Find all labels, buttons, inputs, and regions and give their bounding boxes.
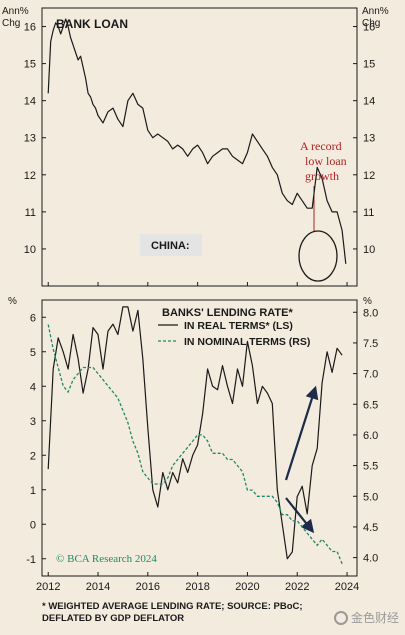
bottom-left-ytick-label: 6 xyxy=(30,312,36,324)
bottom-left-ytick-label: 0 xyxy=(30,519,36,531)
top-left-ytick-label: 16 xyxy=(24,22,36,34)
bottom-left-ytick-label: 5 xyxy=(30,347,36,359)
footnote-line2: DEFLATED BY GDP DEFLATOR xyxy=(42,613,185,624)
top-left-unit-line1: Ann% xyxy=(2,6,29,17)
bottom-right-ytick-label: 6.0 xyxy=(363,430,378,442)
top-left-ytick-label: 10 xyxy=(24,244,36,256)
real-terms-series-line xyxy=(47,306,343,560)
xtick-label: 2014 xyxy=(86,581,110,593)
rising-arrow xyxy=(284,385,319,481)
footnote: * WEIGHTED AVERAGE LENDING RATE; SOURCE:… xyxy=(42,601,342,625)
legend-real-label: IN REAL TERMS* (LS) xyxy=(184,320,293,332)
bottom-left-ytick-label: 2 xyxy=(30,450,36,462)
nominal-terms-series-line xyxy=(47,324,343,564)
xtick-label: 2020 xyxy=(235,581,259,593)
top-left-unit-line2: Chg xyxy=(2,18,20,29)
top-right-ytick-label: 13 xyxy=(363,133,375,145)
bottom-panel-frame xyxy=(41,299,358,577)
top-right-ytick-label: 10 xyxy=(363,244,375,256)
xtick-label: 2018 xyxy=(185,581,209,593)
top-left-ytick-label: 15 xyxy=(24,59,36,71)
top-right-ytick-label: 15 xyxy=(363,59,375,71)
watermark: 金色财经 xyxy=(333,609,399,626)
top-left-ytick-label: 12 xyxy=(24,170,36,182)
bottom-right-ytick-label: 7.5 xyxy=(363,338,378,350)
bottom-right-ytick-label: 6.5 xyxy=(363,399,378,411)
record-note-line3: growth xyxy=(305,169,339,183)
china-label: CHINA: xyxy=(151,240,190,252)
footnote-line1: * WEIGHTED AVERAGE LENDING RATE; SOURCE:… xyxy=(42,601,303,612)
top-right-ytick-label: 12 xyxy=(363,170,375,182)
record-note-line2: low loan xyxy=(305,154,347,168)
bottom-chart-title: BANKS' LENDING RATE* xyxy=(162,307,293,319)
top-left-ytick-label: 14 xyxy=(24,96,36,108)
top-chart-title: BANK LOAN xyxy=(56,17,128,31)
bottom-right-ytick-label: 5.5 xyxy=(363,461,378,473)
xtick-label: 2012 xyxy=(36,581,60,593)
bottom-right-ytick-label: 7.0 xyxy=(363,369,378,381)
bottom-right-unit: % xyxy=(363,296,372,307)
bottom-left-ytick-label: 1 xyxy=(30,485,36,497)
bottom-right-ytick-label: 4.0 xyxy=(363,553,378,565)
xtick-label: 2024 xyxy=(335,581,359,593)
top-right-ytick-label: 16 xyxy=(363,22,375,34)
source-credit: © BCA Research 2024 xyxy=(56,553,157,565)
bottom-left-unit: % xyxy=(8,296,17,307)
xtick-label: 2016 xyxy=(136,581,160,593)
record-low-highlight-circle xyxy=(298,230,338,282)
watermark-logo-icon xyxy=(333,610,348,625)
falling-arrow xyxy=(285,497,315,534)
bank-loan-series-line xyxy=(47,18,347,264)
bottom-left-ytick-label: -1 xyxy=(26,554,36,566)
bottom-left-ytick-label: 3 xyxy=(30,416,36,428)
xtick-label: 2022 xyxy=(285,581,309,593)
top-right-ytick-label: 14 xyxy=(363,96,375,108)
top-right-unit-line2: Chg xyxy=(362,18,380,29)
watermark-text: 金色财经 xyxy=(350,611,399,625)
bottom-right-ytick-label: 5.0 xyxy=(363,491,378,503)
top-right-ytick-label: 11 xyxy=(363,207,374,219)
top-panel-frame xyxy=(41,7,358,287)
top-left-ytick-label: 13 xyxy=(24,133,36,145)
bottom-right-ytick-label: 8.0 xyxy=(363,307,378,319)
bottom-right-ytick-label: 4.5 xyxy=(363,522,378,534)
record-note-line1: A record xyxy=(300,139,342,153)
bottom-left-ytick-label: 4 xyxy=(30,381,36,393)
china-label-box xyxy=(140,234,202,256)
top-right-unit-line1: Ann% xyxy=(362,6,389,17)
top-left-ytick-label: 11 xyxy=(25,207,36,219)
